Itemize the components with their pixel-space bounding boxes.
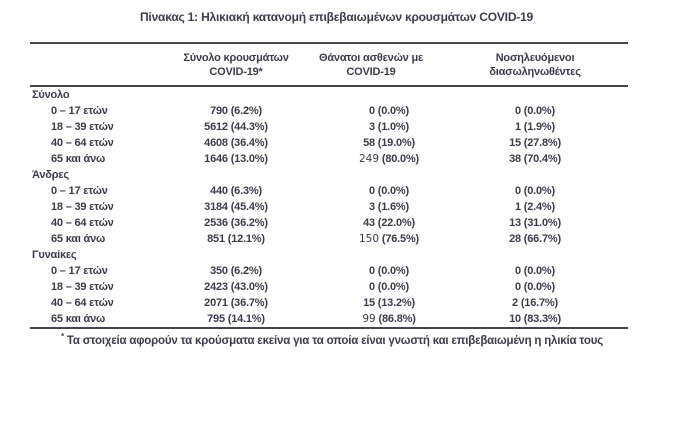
intubated-cell: 1 (1.9%) xyxy=(515,121,555,133)
table-row: 65 και άνω 851 (12.1%) 150 (76.5%) 28 (6… xyxy=(30,231,628,247)
deaths-count: 99 xyxy=(362,313,376,325)
cases-cell: 851 (12.1%) xyxy=(207,233,265,245)
age-group-label: 18 – 39 ετών xyxy=(51,281,114,293)
deaths-cell: 0 (0.0%) xyxy=(369,281,409,293)
col-header-empty xyxy=(30,43,162,87)
intubated-cell: 0 (0.0%) xyxy=(515,265,555,277)
header-row: Σύνολο κρουσμάτων COVID-19* Θάνατοι ασθε… xyxy=(30,43,628,87)
cases-cell: 2071 (36.7%) xyxy=(204,297,268,309)
intubated-cell: 0 (0.0%) xyxy=(515,281,555,293)
table-row: 0 – 17 ετών 350 (6.2%) 0 (0.0%) 0 (0.0%) xyxy=(30,263,628,279)
col-header-deaths-line1: Θάνατοι ασθενών με xyxy=(318,52,424,64)
table-row: 0 – 17 ετών 790 (6.2%) 0 (0.0%) 0 (0.0%) xyxy=(30,103,628,119)
table-row: 40 – 64 ετών 2536 (36.2%) 43 (22.0%) 13 … xyxy=(30,215,628,231)
table-row: 40 – 64 ετών 2071 (36.7%) 15 (13.2%) 2 (… xyxy=(30,295,628,311)
intubated-cell: 15 (27.8%) xyxy=(509,137,561,149)
cases-cell: 2423 (43.0%) xyxy=(204,281,268,293)
footnote-asterisk: * xyxy=(61,332,64,341)
deaths-cell: 99 (86.8%) xyxy=(310,311,468,328)
deaths-cell: 150 (76.5%) xyxy=(310,231,468,247)
deaths-count: 150 xyxy=(358,233,380,245)
table-row: 65 και άνω 1646 (13.0%) 249 (80.0%) 38 (… xyxy=(30,151,628,167)
col-header-spacer xyxy=(602,43,628,87)
section-header-women: Γυναίκες xyxy=(30,247,628,263)
section-label: Σύνολο xyxy=(32,89,70,101)
col-header-cases-line2: COVID-19* xyxy=(209,66,263,78)
table-row: 0 – 17 ετών 440 (6.3%) 0 (0.0%) 0 (0.0%) xyxy=(30,183,628,199)
deaths-cell: 58 (19.0%) xyxy=(363,137,415,149)
intubated-cell: 10 (83.3%) xyxy=(509,313,561,325)
table-container: Σύνολο κρουσμάτων COVID-19* Θάνατοι ασθε… xyxy=(30,42,628,347)
deaths-count: 249 xyxy=(358,153,380,165)
deaths-cell: 3 (1.0%) xyxy=(369,121,409,133)
cases-cell: 4608 (36.4%) xyxy=(204,137,268,149)
age-group-label: 65 και άνω xyxy=(51,313,106,325)
deaths-percent: (76.5%) xyxy=(379,233,420,245)
deaths-cell: 249 (80.0%) xyxy=(310,151,468,167)
table-title: Πίνακας 1: Ηλικιακή κατανομή επιβεβαιωμέ… xyxy=(139,10,534,24)
age-group-label: 18 – 39 ετών xyxy=(51,201,114,213)
deaths-cell: 0 (0.0%) xyxy=(369,185,409,197)
table-row: 18 – 39 ετών 2423 (43.0%) 0 (0.0%) 0 (0.… xyxy=(30,279,628,295)
col-header-intubated-line1: Νοσηλευόμενοι xyxy=(495,52,575,64)
col-header-deaths: Θάνατοι ασθενών με COVID-19 xyxy=(310,43,468,87)
cases-cell: 790 (6.2%) xyxy=(210,105,262,117)
age-group-label: 40 – 64 ετών xyxy=(51,217,114,229)
deaths-percent: (80.0%) xyxy=(379,153,420,165)
intubated-cell: 28 (66.7%) xyxy=(509,233,561,245)
age-group-label: 0 – 17 ετών xyxy=(51,105,108,117)
age-group-label: 18 – 39 ετών xyxy=(51,121,114,133)
col-header-cases-line1: Σύνολο κρουσμάτων xyxy=(183,52,289,64)
age-group-label: 40 – 64 ετών xyxy=(51,297,114,309)
intubated-cell: 0 (0.0%) xyxy=(515,105,555,117)
deaths-percent: (86.8%) xyxy=(375,313,416,325)
footnote-text: Τα στοιχεία αφορούν τα κρούσματα εκείνα … xyxy=(66,334,604,347)
table-row: 18 – 39 ετών 5612 (44.3%) 3 (1.0%) 1 (1.… xyxy=(30,119,628,135)
col-header-intubated: Νοσηλευόμενοι διασωληνωθέντες xyxy=(468,43,602,87)
age-group-label: 40 – 64 ετών xyxy=(51,137,114,149)
cases-cell: 795 (14.1%) xyxy=(207,313,265,325)
footnote: * Τα στοιχεία αφορούν τα κρούσματα εκείνα… xyxy=(61,332,628,347)
section-label: Γυναίκες xyxy=(32,249,77,261)
section-header-total: Σύνολο xyxy=(30,86,628,103)
deaths-cell: 0 (0.0%) xyxy=(369,105,409,117)
cases-cell: 440 (6.3%) xyxy=(210,185,262,197)
col-header-cases: Σύνολο κρουσμάτων COVID-19* xyxy=(162,43,310,87)
intubated-cell: 1 (2.4%) xyxy=(515,201,555,213)
cases-cell: 1646 (13.0%) xyxy=(204,153,268,165)
deaths-cell: 15 (13.2%) xyxy=(363,297,415,309)
cases-cell: 5612 (44.3%) xyxy=(204,121,268,133)
cases-cell: 3184 (45.4%) xyxy=(204,201,268,213)
table-row: 40 – 64 ετών 4608 (36.4%) 58 (19.0%) 15 … xyxy=(30,135,628,151)
covid-age-table: Σύνολο κρουσμάτων COVID-19* Θάνατοι ασθε… xyxy=(30,42,628,329)
table-row: 65 και άνω 795 (14.1%) 99 (86.8%) 10 (83… xyxy=(30,311,628,328)
intubated-cell: 2 (16.7%) xyxy=(512,297,558,309)
deaths-cell: 3 (1.6%) xyxy=(369,201,409,213)
age-group-label: 0 – 17 ετών xyxy=(51,265,108,277)
table-row: 18 – 39 ετών 3184 (45.4%) 3 (1.6%) 1 (2.… xyxy=(30,199,628,215)
age-group-label: 65 και άνω xyxy=(51,153,106,165)
deaths-cell: 0 (0.0%) xyxy=(369,265,409,277)
cases-cell: 2536 (36.2%) xyxy=(204,217,268,229)
intubated-cell: 13 (31.0%) xyxy=(509,217,561,229)
intubated-cell: 0 (0.0%) xyxy=(515,185,555,197)
age-group-label: 0 – 17 ετών xyxy=(51,185,108,197)
col-header-intubated-line2: διασωληνωθέντες xyxy=(489,66,581,78)
section-label: Άνδρες xyxy=(32,169,69,181)
cases-cell: 350 (6.2%) xyxy=(210,265,262,277)
age-group-label: 65 και άνω xyxy=(51,233,106,245)
intubated-cell: 38 (70.4%) xyxy=(509,153,561,165)
deaths-cell: 43 (22.0%) xyxy=(363,217,415,229)
report-page: Πίνακας 1: Ηλικιακή κατανομή επιβεβαιωμέ… xyxy=(0,10,673,347)
col-header-deaths-line2: COVID-19 xyxy=(346,66,396,78)
section-header-men: Άνδρες xyxy=(30,167,628,183)
